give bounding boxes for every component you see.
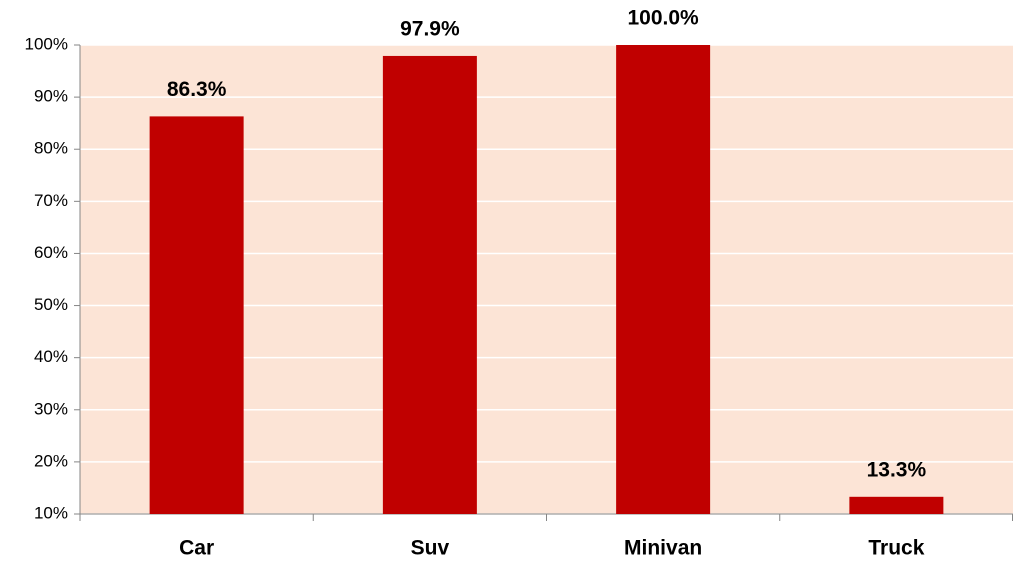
x-tick-label: Car (179, 537, 214, 560)
y-tick-label: 60% (34, 243, 68, 262)
bar (382, 55, 477, 515)
y-tick-label: 20% (34, 451, 68, 470)
y-tick-label: 80% (34, 139, 68, 158)
bar (149, 116, 244, 515)
x-tick-label: Minivan (624, 537, 702, 560)
bar (849, 496, 944, 514)
data-label: 97.9% (400, 17, 460, 40)
y-tick-label: 50% (34, 295, 68, 314)
y-tick-label: 70% (34, 191, 68, 210)
data-label: 86.3% (167, 78, 227, 101)
x-tick-label: Suv (411, 537, 450, 560)
y-tick-label: 30% (34, 399, 68, 418)
bar (616, 45, 711, 514)
data-label: 100.0% (628, 7, 700, 30)
x-tick-label: Truck (868, 537, 924, 560)
y-tick-label: 90% (34, 87, 68, 106)
y-tick-label: 40% (34, 347, 68, 366)
y-tick-label: 100% (25, 34, 68, 53)
data-label: 13.3% (867, 458, 927, 481)
y-tick-label: 10% (34, 503, 68, 522)
